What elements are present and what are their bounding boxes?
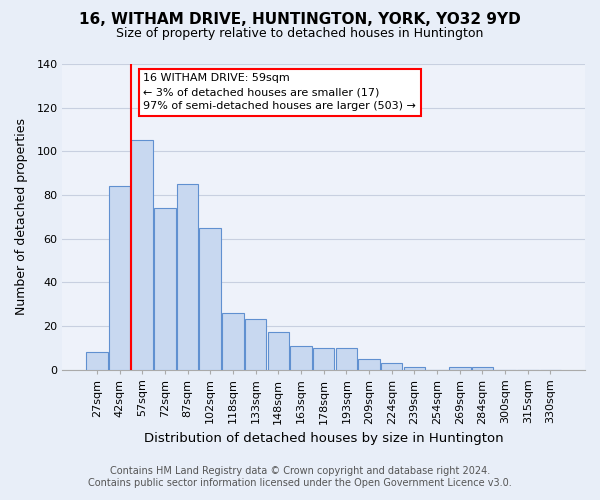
Bar — [222, 313, 244, 370]
Bar — [449, 368, 470, 370]
Bar — [335, 348, 357, 370]
Bar — [177, 184, 199, 370]
Bar — [313, 348, 334, 370]
Text: Contains public sector information licensed under the Open Government Licence v3: Contains public sector information licen… — [88, 478, 512, 488]
Text: Contains HM Land Registry data © Crown copyright and database right 2024.: Contains HM Land Registry data © Crown c… — [110, 466, 490, 476]
Bar — [154, 208, 176, 370]
Bar — [472, 368, 493, 370]
Bar — [245, 320, 266, 370]
Y-axis label: Number of detached properties: Number of detached properties — [15, 118, 28, 316]
Bar — [199, 228, 221, 370]
Text: 16, WITHAM DRIVE, HUNTINGTON, YORK, YO32 9YD: 16, WITHAM DRIVE, HUNTINGTON, YORK, YO32… — [79, 12, 521, 28]
Text: 16 WITHAM DRIVE: 59sqm
← 3% of detached houses are smaller (17)
97% of semi-deta: 16 WITHAM DRIVE: 59sqm ← 3% of detached … — [143, 73, 416, 111]
Bar — [290, 346, 312, 370]
Bar — [86, 352, 107, 370]
Text: Size of property relative to detached houses in Huntington: Size of property relative to detached ho… — [116, 28, 484, 40]
Bar — [381, 363, 403, 370]
X-axis label: Distribution of detached houses by size in Huntington: Distribution of detached houses by size … — [144, 432, 503, 445]
Bar — [404, 368, 425, 370]
Bar — [358, 358, 380, 370]
Bar — [109, 186, 130, 370]
Bar — [268, 332, 289, 370]
Bar — [131, 140, 153, 370]
